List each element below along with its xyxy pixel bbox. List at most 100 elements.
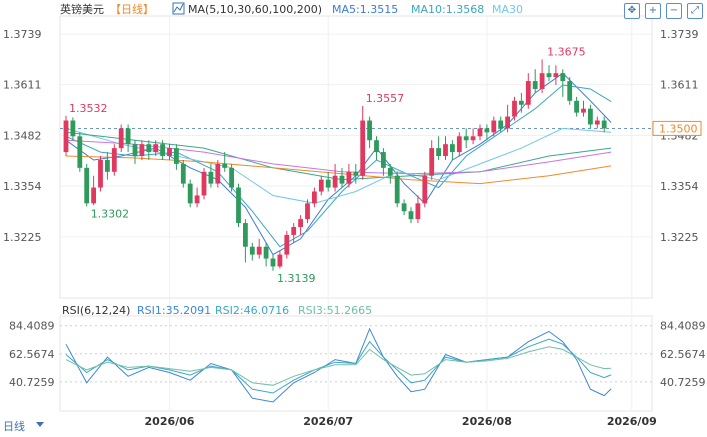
candle-body [111, 148, 117, 172]
candle-body [77, 136, 83, 168]
candle-body [105, 159, 110, 172]
rsi1-value: RSI1:35.2091 [137, 304, 211, 317]
zoom-in-icon[interactable]: + [645, 3, 661, 19]
period-selector-button[interactable]: 日线 [3, 419, 44, 433]
candle-body [436, 148, 441, 157]
date-tick: 2026/06 [145, 415, 195, 428]
period-selector-label: 日线 [3, 419, 25, 433]
price-tick-left: 1.3739 [3, 28, 42, 41]
candle-body [525, 81, 531, 105]
price-tick-right: 1.3611 [660, 79, 699, 92]
rsi3-value: RSI3:51.2665 [298, 304, 372, 317]
candle-body [429, 148, 435, 176]
candle-body [367, 120, 372, 141]
date-axis: 2026/06 2026/07 2026/08 2026/09 [145, 415, 657, 428]
price-tick-right: 1.3739 [660, 28, 699, 41]
candle-body [381, 152, 386, 168]
candle-body [305, 203, 310, 220]
candle-body [594, 120, 600, 125]
candle-body [574, 100, 579, 113]
candle-body [360, 120, 366, 176]
annotation-low-2: 1.3139 [277, 272, 316, 285]
ma10-value: MA10:1.3568 [411, 3, 484, 16]
candle-body [567, 81, 573, 101]
date-tick: 2026/07 [303, 415, 353, 428]
candle-body [125, 128, 131, 145]
candle-body [532, 81, 538, 89]
candle-body [332, 175, 338, 188]
price-tick-right: 1.3225 [660, 231, 699, 244]
candle-body [243, 223, 248, 247]
price-tick-left: 1.3611 [3, 79, 42, 92]
candle-body [70, 120, 76, 137]
rsi-label: RSI(6,12,24) [62, 304, 130, 317]
ma30-value: MA30 [492, 3, 523, 16]
chart-toolbar: ✥ + − ⤢ [624, 3, 703, 19]
rsi-tick-left: 84.4089 [9, 320, 55, 333]
candle-body [167, 148, 172, 157]
candle-body [456, 136, 462, 153]
candle-body [553, 73, 559, 78]
annotation-high-1: 1.3532 [69, 102, 108, 115]
price-tick-left: 1.3354 [3, 180, 42, 193]
candle-body [477, 128, 483, 137]
current-price-box: 1.3500 [652, 120, 702, 136]
candle-body [498, 120, 504, 129]
candle-body [318, 179, 324, 192]
candlesticks [63, 59, 607, 271]
fullscreen-icon[interactable]: ⤢ [687, 3, 703, 19]
candle-body [325, 179, 331, 188]
candle-body [374, 140, 379, 153]
candle-body [512, 100, 517, 117]
candle-body [91, 187, 96, 204]
price-tick-right: 1.3354 [660, 180, 699, 193]
candle-body [588, 108, 593, 125]
candle-body [560, 73, 566, 82]
candle-body [463, 136, 469, 141]
candle-body [339, 175, 345, 184]
candle-body [601, 120, 607, 129]
candle-body [443, 144, 448, 157]
candle-body [249, 246, 255, 255]
candle-body [132, 144, 138, 157]
ma-label: MA(5,10,30,60,100,200) [188, 3, 322, 16]
candle-body [201, 171, 207, 196]
date-tick: 2026/09 [607, 415, 657, 428]
zoom-out-icon[interactable]: − [666, 3, 682, 19]
rsi2-value: RSI2:46.0716 [215, 304, 289, 317]
candle-body [353, 171, 359, 176]
candle-body [256, 246, 262, 255]
rsi-tick-right: 62.5674 [660, 348, 706, 361]
candle-body [215, 163, 221, 184]
period-tag: 【日线】 [110, 2, 154, 16]
candle-body [394, 175, 400, 204]
candle-body [229, 167, 234, 188]
candle-body [208, 171, 214, 184]
candle-body [298, 219, 303, 228]
candle-body [146, 144, 152, 153]
annotation-low-1: 1.3302 [91, 207, 130, 220]
rsi-tick-left: 62.5674 [9, 348, 55, 361]
rsi-lines [65, 327, 612, 403]
candle-body [153, 144, 159, 153]
candle-body [401, 203, 407, 212]
indicator-toggle-icon[interactable] [172, 2, 185, 15]
date-tick: 2026/08 [462, 415, 512, 428]
annotation-high-3: 1.3675 [547, 45, 586, 58]
candle-body [519, 100, 524, 105]
candle-body [270, 258, 276, 267]
rsi-line-rsi3 [65, 346, 612, 386]
candle-body [284, 234, 290, 255]
crosshair-square-icon[interactable]: ✥ [624, 3, 640, 19]
price-tick-left: 1.3225 [3, 231, 42, 244]
rsi-line-rsi2 [65, 338, 612, 394]
candle-body [180, 163, 186, 184]
candle-body [291, 227, 297, 235]
rsi-tick-left: 40.7259 [9, 376, 55, 389]
main-panel-frame [59, 15, 653, 299]
symbol-name: 英镑美元 [60, 2, 104, 16]
candle-body [263, 246, 269, 259]
candle-body [346, 171, 352, 184]
candle-body [581, 108, 586, 113]
